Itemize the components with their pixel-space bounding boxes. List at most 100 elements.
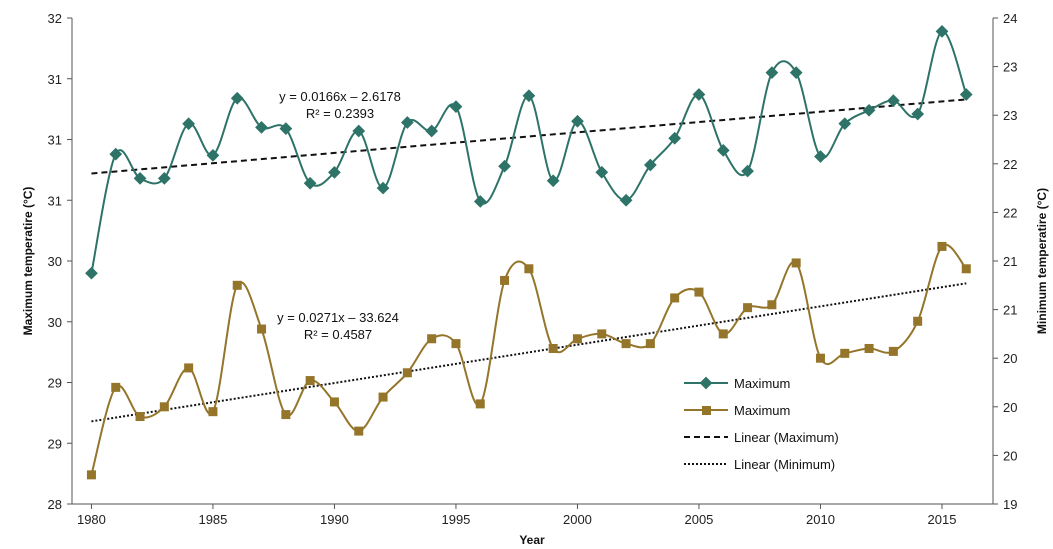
- data-point-diamond: [911, 107, 925, 121]
- data-point-diamond: [716, 144, 730, 157]
- legend-label: Maximum: [734, 403, 790, 418]
- data-point-square: [621, 339, 631, 349]
- data-point-square: [86, 470, 96, 480]
- data-point-square: [451, 339, 461, 349]
- data-point-square: [208, 407, 218, 417]
- data-point-square: [864, 343, 874, 353]
- data-point-diamond: [133, 172, 147, 185]
- data-point-square: [572, 334, 582, 344]
- data-point-diamond: [473, 195, 487, 208]
- data-point-square: [718, 329, 728, 339]
- data-point-diamond: [595, 165, 609, 179]
- data-point-square: [888, 346, 898, 356]
- data-point-square: [524, 264, 534, 274]
- data-point-square: [597, 329, 607, 339]
- right-tick-label: 20: [1003, 448, 1017, 463]
- legend: Maximum Maximum Linear (Maximum) Linear …: [684, 376, 839, 472]
- left-tick-label: 31: [48, 72, 62, 87]
- right-tick-label: 23: [1003, 108, 1017, 123]
- data-point-diamond: [862, 103, 876, 117]
- data-point-square: [354, 426, 364, 436]
- right-tick-label: 22: [1003, 157, 1017, 172]
- data-point-square: [329, 397, 339, 407]
- data-point-square: [500, 275, 510, 285]
- trend-annotation-maximum: y = 0.0166x – 2.6178 R² = 0.2393: [279, 89, 401, 121]
- data-point-diamond: [449, 100, 463, 114]
- data-point-diamond: [230, 91, 244, 105]
- x-tick-label: 1995: [441, 512, 470, 527]
- data-point-diamond: [85, 266, 98, 280]
- data-point-diamond: [935, 24, 949, 38]
- legend-label: Linear (Maximum): [734, 430, 839, 445]
- data-point-square: [645, 339, 655, 349]
- data-point-diamond: [619, 193, 633, 207]
- left-tick-label: 29: [48, 376, 62, 391]
- left-tick-label: 31: [48, 193, 62, 208]
- left-tick-label: 32: [48, 11, 62, 26]
- data-point-square: [840, 348, 850, 358]
- legend-label: Maximum: [734, 376, 790, 391]
- axes: [71, 18, 994, 505]
- legend-item-maximum-gold: Maximum: [684, 403, 790, 418]
- right-tick-label: 23: [1003, 60, 1017, 75]
- data-point-diamond: [182, 117, 195, 131]
- series-markers: [85, 24, 973, 480]
- data-point-diamond: [157, 172, 171, 185]
- data-point-square: [305, 376, 315, 386]
- series-line-maximum-green: [90, 30, 968, 274]
- trend-line-maximum: [91, 98, 967, 175]
- left-axis-ticks: 28 29 29 30 30 31 31 31 32: [48, 11, 72, 512]
- data-point-square: [135, 412, 145, 422]
- trend-equation-minimum: y = 0.0271x – 33.624: [277, 310, 399, 325]
- x-tick-label: 1990: [320, 512, 349, 527]
- x-tick-label: 2010: [806, 512, 835, 527]
- data-point-square: [670, 293, 680, 303]
- left-tick-label: 30: [48, 315, 62, 330]
- trend-lines: [91, 98, 967, 423]
- data-point-square: [937, 241, 947, 251]
- legend-item-linear-maximum: Linear (Maximum): [684, 430, 839, 445]
- left-tick-label: 31: [48, 133, 62, 148]
- legend-item-linear-minimum: Linear (Minimum): [684, 457, 835, 472]
- data-point-square: [281, 410, 291, 420]
- trend-equation-maximum: y = 0.0166x – 2.6178: [279, 89, 401, 104]
- data-point-square: [791, 258, 801, 268]
- x-tick-label: 1980: [77, 512, 106, 527]
- data-point-diamond: [814, 150, 827, 163]
- legend-marker-square: [702, 406, 711, 415]
- data-point-diamond: [692, 88, 706, 101]
- right-tick-label: 22: [1003, 205, 1017, 220]
- x-tick-label: 2005: [684, 512, 713, 527]
- legend-item-maximum-green: Maximum: [684, 376, 790, 391]
- left-tick-label: 28: [48, 497, 62, 512]
- left-tick-label: 30: [48, 254, 62, 269]
- legend-label: Linear (Minimum): [734, 457, 835, 472]
- x-tick-label: 2015: [928, 512, 957, 527]
- x-tick-label: 2000: [563, 512, 592, 527]
- right-tick-label: 21: [1003, 303, 1017, 318]
- right-tick-label: 20: [1003, 351, 1017, 366]
- data-point-square: [767, 300, 777, 310]
- trend-r2-maximum: R² = 0.2393: [306, 106, 374, 121]
- left-axis-title: Maximum temperatire (°C): [21, 187, 35, 336]
- data-point-diamond: [668, 131, 682, 145]
- data-point-diamond: [376, 181, 390, 195]
- data-point-diamond: [789, 66, 803, 80]
- legend-marker-diamond: [699, 376, 713, 390]
- data-point-square: [111, 382, 121, 392]
- x-tick-label: 1985: [198, 512, 227, 527]
- data-point-square: [548, 343, 558, 353]
- data-point-square: [694, 287, 704, 297]
- data-point-diamond: [303, 176, 317, 190]
- x-axis-title: Year: [519, 533, 545, 547]
- data-point-square: [402, 368, 412, 378]
- data-point-diamond: [206, 148, 220, 162]
- data-point-square: [378, 392, 388, 402]
- trend-annotation-minimum: y = 0.0271x – 33.624 R² = 0.4587: [277, 310, 399, 342]
- right-axis-ticks: 19 20 20 20 21 21 22 22 23 23 24: [993, 11, 1017, 512]
- left-tick-label: 29: [48, 436, 62, 451]
- data-point-square: [743, 303, 753, 313]
- right-tick-label: 21: [1003, 254, 1017, 269]
- data-point-square: [913, 316, 923, 326]
